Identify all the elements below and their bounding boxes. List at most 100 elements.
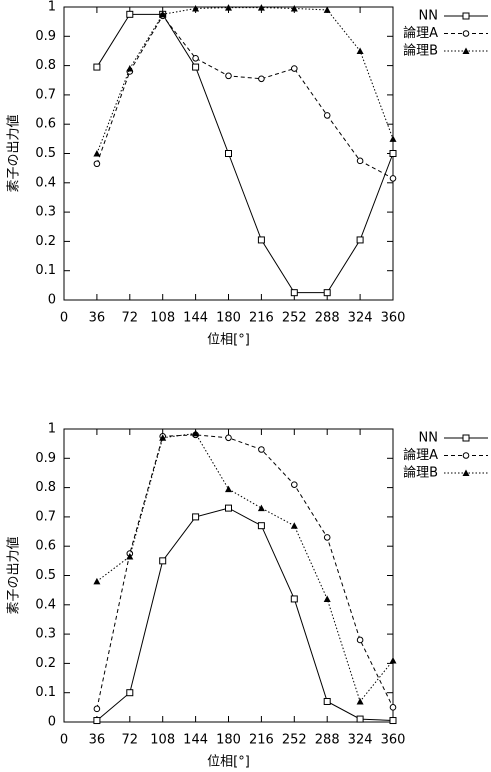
x-tick-label: 360 (381, 733, 406, 748)
marker-square (257, 236, 265, 244)
marker-triangle (356, 697, 364, 705)
x-tick-label: 144 (183, 733, 208, 748)
y-tick-label: 0.6 (35, 117, 56, 132)
marker-circle (356, 157, 364, 165)
marker-circle (462, 452, 470, 459)
x-tick-label: 180 (216, 311, 241, 326)
x-tick-label: 324 (348, 733, 373, 748)
series-line (96, 14, 394, 179)
marker-triangle (225, 485, 232, 493)
marker-square (290, 595, 298, 603)
marker-circle (225, 434, 232, 442)
marker-circle (93, 160, 101, 168)
y-tick-label: 0.6 (35, 539, 56, 554)
y-tick-label: 0.5 (35, 146, 56, 161)
series-line (96, 7, 394, 154)
y-tick-label: 0.3 (35, 627, 56, 642)
marker-square (356, 715, 364, 723)
x-tick-label: 72 (122, 311, 139, 326)
x-tick-label: 36 (89, 311, 106, 326)
x-tick-label: 36 (89, 733, 106, 748)
marker-triangle (356, 47, 364, 54)
marker-triangle (192, 4, 200, 12)
marker-square (225, 504, 232, 512)
x-tick-label: 72 (122, 733, 139, 748)
marker-square (323, 697, 331, 705)
x-tick-label: 252 (282, 733, 307, 748)
marker-square (93, 717, 101, 725)
y-tick-label: 0.9 (35, 451, 56, 466)
x-tick-label: 144 (183, 311, 208, 326)
marker-triangle (225, 4, 232, 11)
legend-label: NN (419, 9, 438, 24)
y-tick-label: 0 (48, 293, 56, 308)
y-tick-label: 0.2 (35, 234, 56, 249)
marker-square (126, 10, 134, 18)
y-tick-label: 0.2 (35, 656, 56, 671)
x-tick-label: 108 (150, 311, 175, 326)
series-line (96, 432, 394, 703)
x-tick-label: 252 (282, 311, 307, 326)
marker-triangle (389, 656, 397, 664)
marker-triangle (323, 595, 331, 602)
marker-triangle (462, 47, 470, 54)
series-line (96, 434, 394, 709)
y-axis-label: 素子の出力値 (6, 114, 22, 192)
marker-square (462, 12, 470, 20)
x-tick-label: 360 (381, 311, 406, 326)
x-tick-label: 108 (150, 733, 175, 748)
marker-square (290, 289, 298, 297)
marker-circle (323, 112, 331, 119)
marker-square (356, 236, 364, 244)
marker-square (389, 717, 397, 725)
marker-triangle (290, 4, 298, 12)
marker-circle (462, 30, 470, 37)
y-tick-label: 0.4 (35, 597, 56, 612)
x-tick-label: 288 (315, 733, 340, 748)
y-tick-label: 0.1 (35, 263, 56, 278)
marker-triangle (126, 65, 134, 72)
marker-triangle (126, 552, 134, 560)
x-axis-label: 位相[°] (207, 333, 250, 348)
y-tick-label: 1 (48, 0, 56, 15)
y-tick-label: 0.7 (35, 87, 56, 102)
marker-triangle (159, 434, 167, 441)
marker-square (257, 522, 265, 530)
y-tick-label: 0.1 (35, 685, 56, 700)
marker-square (159, 557, 167, 565)
y-tick-label: 1 (48, 422, 56, 437)
y-axis-label: 素子の出力値 (6, 536, 22, 614)
x-tick-label: 0 (60, 733, 68, 748)
y-tick-label: 0.8 (35, 58, 56, 73)
marker-square (126, 689, 134, 697)
series-line (96, 13, 394, 294)
x-tick-label: 216 (249, 311, 274, 326)
marker-triangle (159, 10, 167, 18)
legend-label: 論理A (403, 25, 438, 41)
marker-circle (225, 72, 232, 80)
y-tick-label: 0 (48, 715, 56, 730)
marker-square (323, 289, 331, 297)
marker-circle (192, 54, 199, 62)
marker-triangle (257, 4, 265, 11)
plot-frame (63, 428, 394, 723)
marker-circle (93, 705, 101, 713)
x-tick-label: 288 (315, 311, 340, 326)
marker-square (462, 434, 470, 442)
marker-triangle (462, 469, 470, 476)
legend-label: 論理B (403, 465, 438, 481)
x-tick-label: 324 (348, 311, 373, 326)
marker-square (389, 150, 397, 157)
marker-square (192, 513, 200, 521)
marker-circle (291, 481, 298, 488)
x-axis-label: 位相[°] (207, 755, 250, 770)
marker-square (192, 63, 200, 71)
x-tick-label: 216 (249, 733, 274, 748)
marker-triangle (192, 429, 200, 437)
x-tick-label: 0 (60, 311, 68, 326)
marker-circle (258, 446, 265, 453)
legend-label: NN (419, 431, 438, 446)
marker-circle (389, 175, 397, 182)
x-tick-label: 180 (216, 733, 241, 748)
